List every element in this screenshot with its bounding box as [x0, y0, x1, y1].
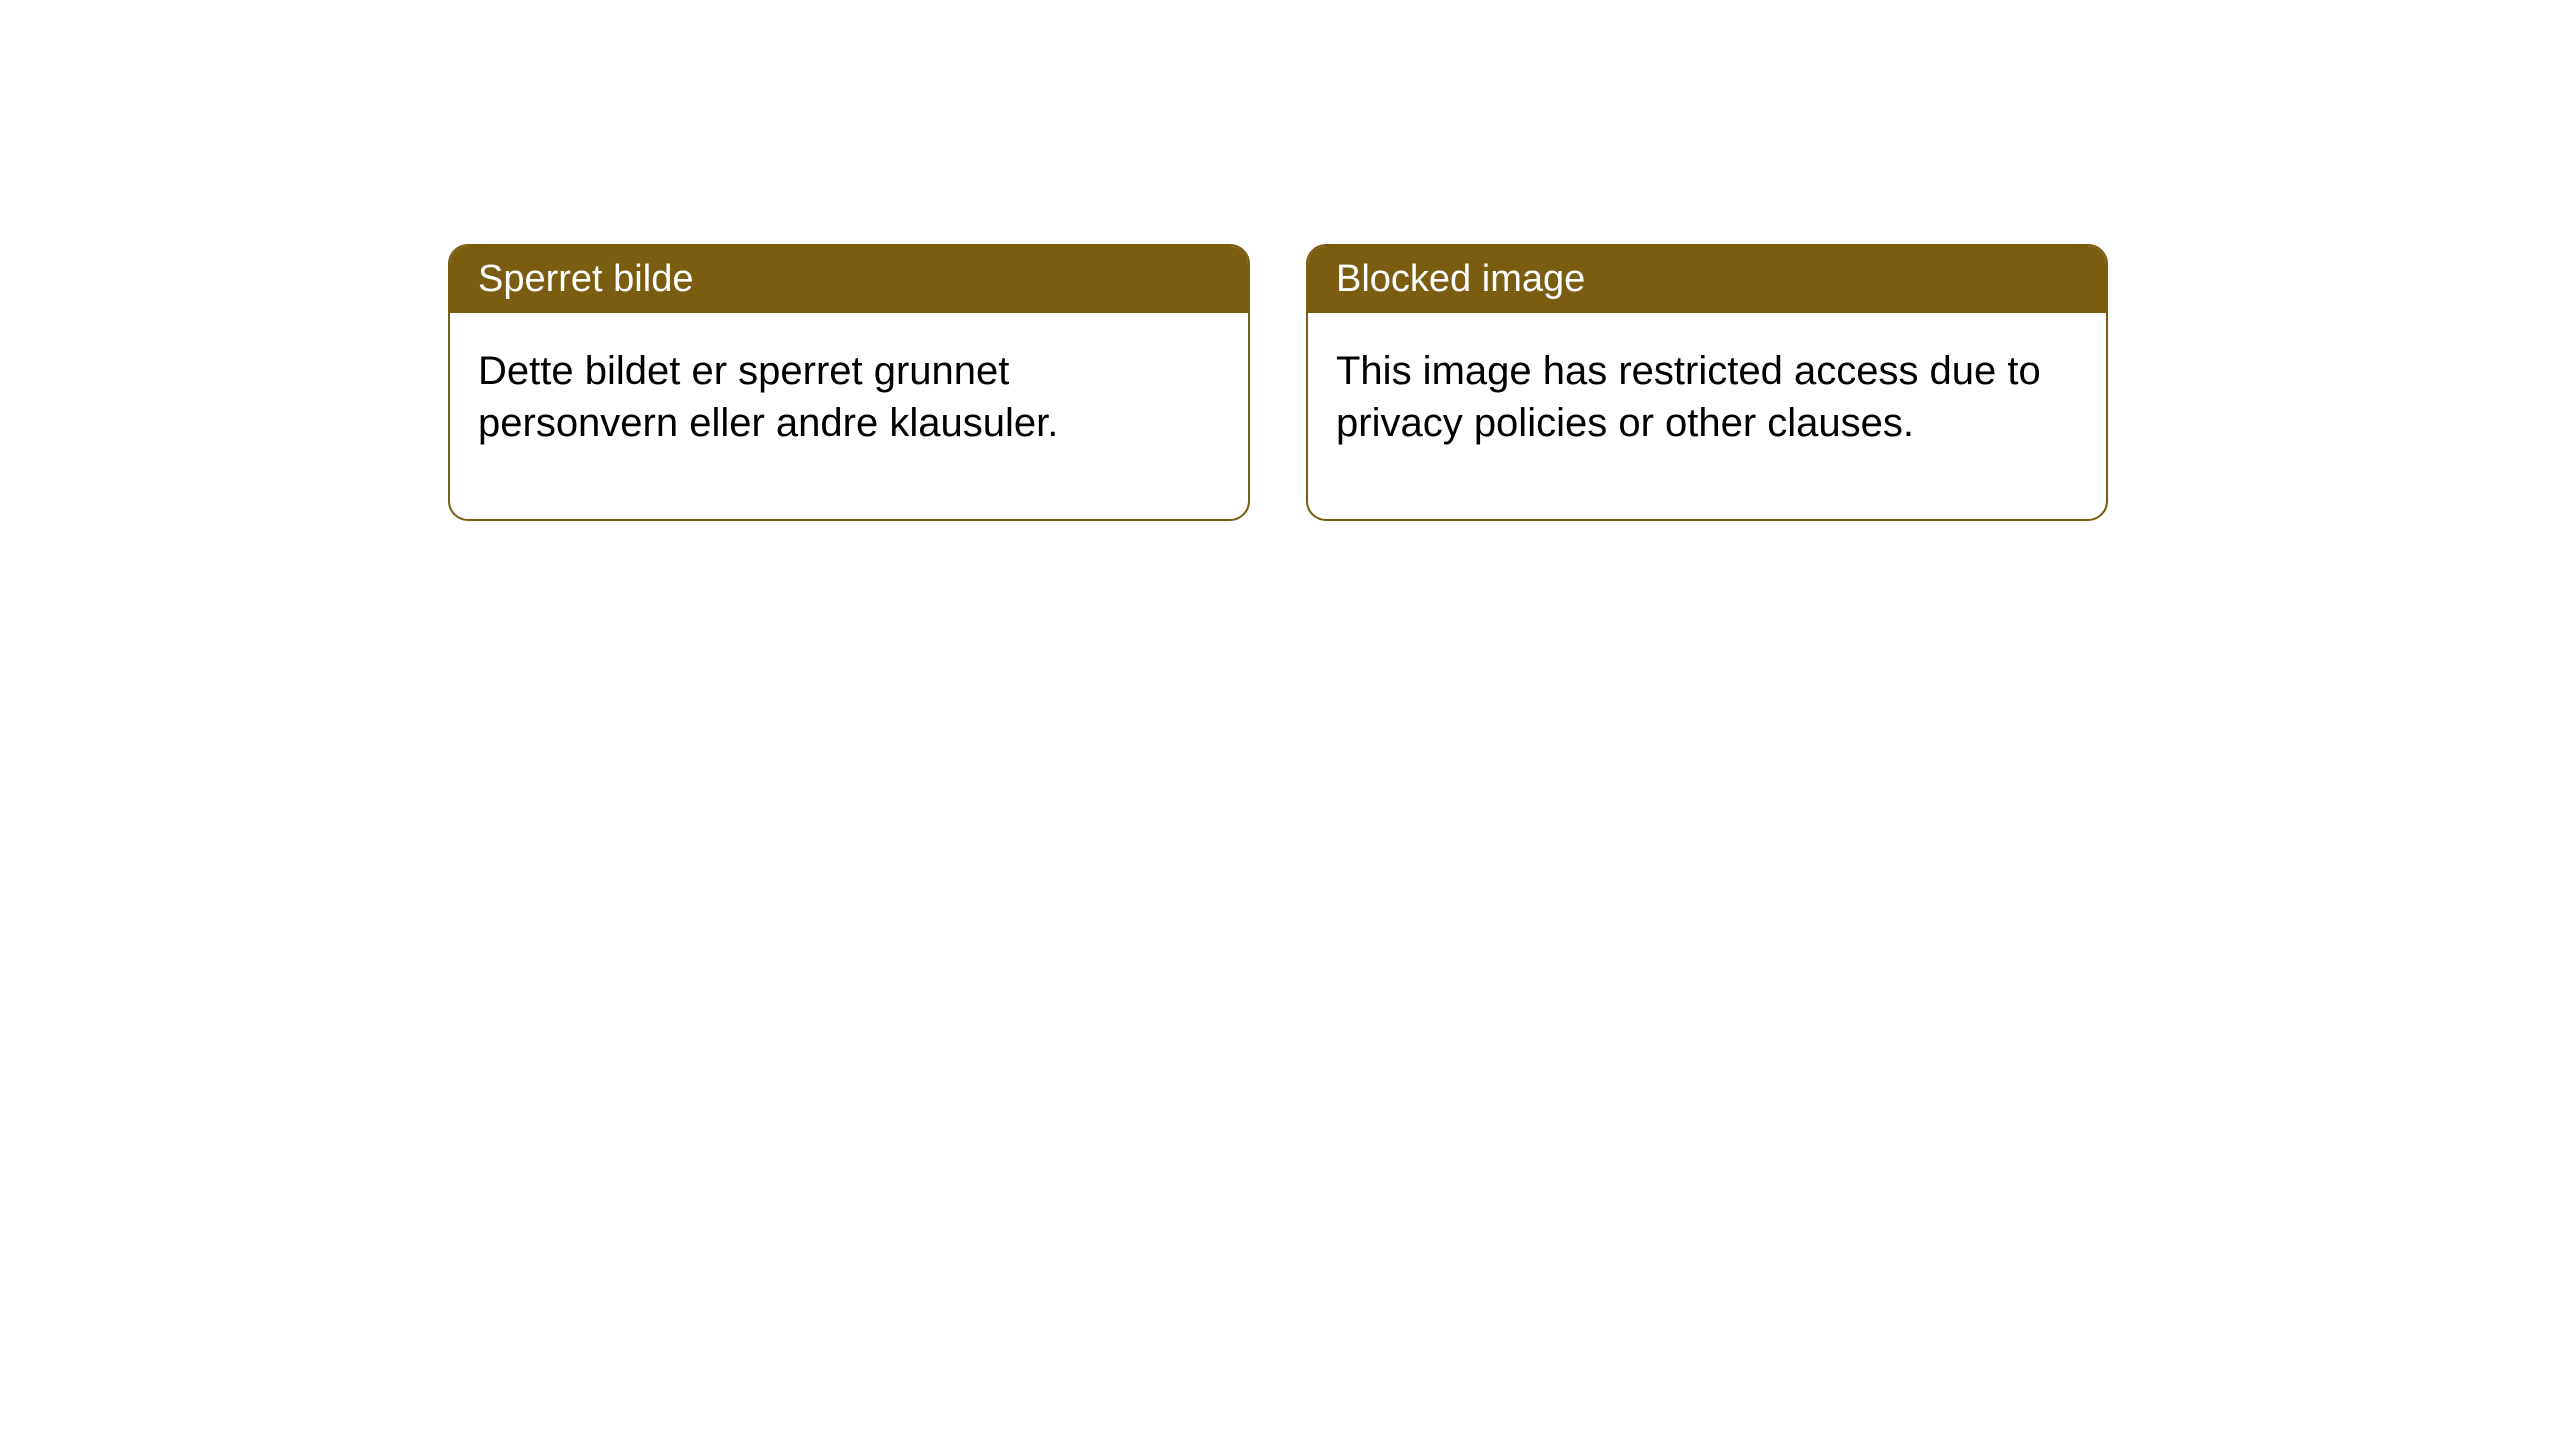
notice-card-norwegian: Sperret bilde Dette bildet er sperret gr…: [448, 244, 1250, 521]
card-header: Blocked image: [1308, 246, 2106, 313]
card-title: Sperret bilde: [478, 258, 693, 300]
card-body: This image has restricted access due to …: [1308, 313, 2106, 519]
card-title: Blocked image: [1336, 258, 1585, 300]
card-body-text: Dette bildet er sperret grunnet personve…: [478, 349, 1058, 445]
card-header: Sperret bilde: [450, 246, 1248, 313]
notice-card-english: Blocked image This image has restricted …: [1306, 244, 2108, 521]
card-body: Dette bildet er sperret grunnet personve…: [450, 313, 1248, 519]
notice-container: Sperret bilde Dette bildet er sperret gr…: [448, 244, 2108, 521]
card-body-text: This image has restricted access due to …: [1336, 349, 2041, 445]
